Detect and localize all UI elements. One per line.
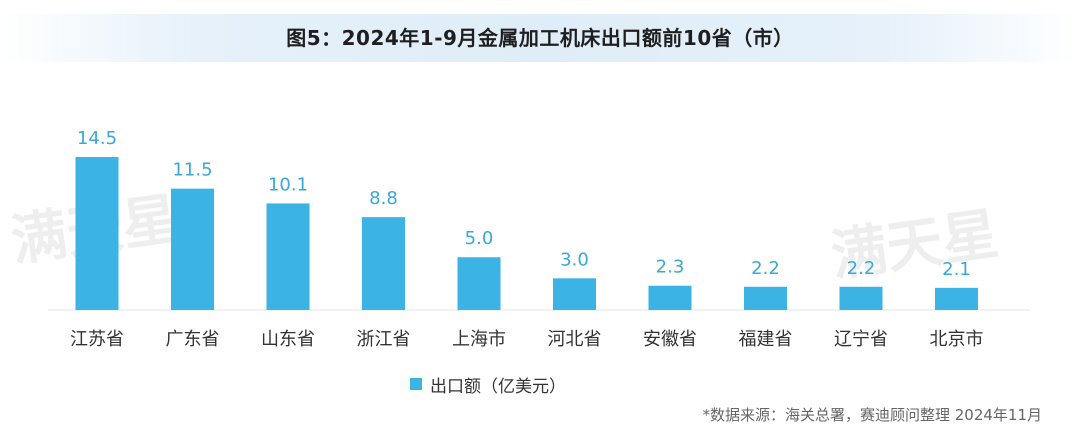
bar-6: [648, 285, 692, 310]
data-label-8: 2.2: [847, 258, 876, 279]
x-tick-label-9: 北京市: [930, 329, 984, 350]
bar-2: [266, 203, 310, 310]
bar-5: [553, 278, 596, 310]
bar-4: [457, 257, 501, 310]
x-tick-label-1: 广东省: [166, 329, 220, 350]
x-tick-label-3: 浙江省: [357, 329, 411, 350]
x-tick-label-7: 福建省: [739, 329, 793, 350]
data-label-6: 2.3: [656, 257, 685, 278]
source-note: *数据来源：海关总署，赛迪顾问整理 2024年11月: [702, 406, 1042, 424]
x-tick-label-4: 上海市: [452, 329, 506, 350]
bar-1: [171, 188, 214, 310]
data-label-9: 2.1: [942, 259, 971, 280]
data-label-1: 11.5: [172, 160, 212, 181]
chart-title: 图5：2024年1-9月金属加工机床出口额前10省（市）: [286, 26, 794, 50]
x-tick-label-5: 河北省: [548, 329, 602, 350]
data-label-2: 10.1: [268, 174, 308, 195]
bar-9: [935, 287, 978, 310]
x-tick-label-6: 安徽省: [643, 329, 697, 350]
bar-3: [362, 217, 405, 310]
x-tick-label-2: 山东省: [261, 329, 315, 350]
data-label-3: 8.8: [369, 188, 398, 209]
data-label-5: 3.0: [560, 249, 589, 270]
bar-chart: 14.5 江苏省 11.5 广东省 10.1 山东省 8.8 浙江省 5.0 上海市 3.0 河北省 2…: [48, 128, 1030, 350]
x-tick-label-8: 辽宁省: [834, 329, 888, 350]
data-label-0: 14.5: [77, 128, 117, 149]
legend-label: 出口额（亿美元）: [430, 376, 566, 397]
bar-0: [75, 157, 119, 310]
legend-swatch: [410, 378, 422, 390]
bar-7: [744, 286, 787, 310]
legend: 出口额（亿美元）: [410, 372, 566, 397]
bar-8: [839, 286, 883, 310]
title-band: [0, 14, 1080, 62]
data-label-7: 2.2: [751, 258, 780, 279]
x-tick-label-0: 江苏省: [70, 329, 124, 350]
data-label-4: 5.0: [465, 228, 494, 249]
